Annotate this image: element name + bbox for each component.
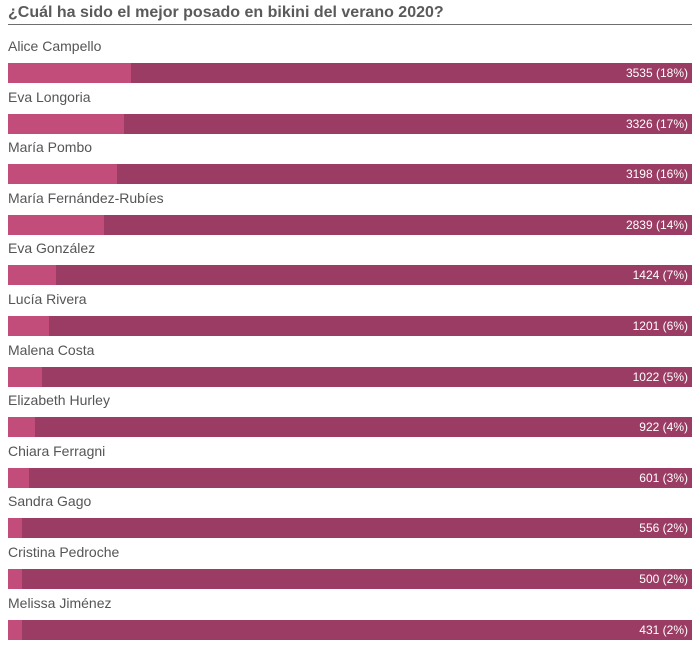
bar-track: 556 (2%) (8, 518, 692, 539)
option-label: Malena Costa (8, 341, 95, 358)
bar-fill (8, 316, 49, 336)
bar-fill (8, 265, 56, 286)
vote-value-label: 1201 (6%) (632, 319, 688, 333)
bar-track: 500 (2%) (8, 569, 692, 589)
poll-row: Alice Campello 3535 (18%) (0, 37, 700, 83)
bar-track: 3326 (17%) (8, 113, 692, 134)
bar-track: 1022 (5%) (8, 366, 692, 387)
option-label: Melissa Jiménez (8, 594, 112, 611)
bar-fill (8, 467, 29, 488)
poll-row: Lucía Rivera 1201 (6%) (0, 290, 700, 336)
poll-row: María Pombo 3198 (16%) (0, 138, 700, 185)
poll-row: Cristina Pedroche 500 (2%) (0, 543, 700, 589)
poll-row: Chiara Ferragni 601 (3%) (0, 442, 700, 488)
poll-title: ¿Cuál ha sido el mejor posado en bikini … (8, 4, 444, 21)
bar-track: 431 (2%) (8, 619, 692, 640)
bar-fill (8, 63, 131, 83)
vote-value-label: 1022 (5%) (632, 369, 688, 384)
poll-row: Melissa Jiménez 431 (2%) (0, 594, 700, 640)
title-divider (8, 24, 692, 25)
poll-row: Malena Costa 1022 (5%) (0, 341, 700, 387)
bar-track: 3198 (16%) (8, 164, 692, 185)
option-label: Lucía Rivera (8, 291, 87, 307)
vote-value-label: 601 (3%) (639, 470, 688, 485)
option-label: Alice Campello (8, 38, 102, 54)
vote-value-label: 556 (2%) (639, 521, 688, 536)
vote-value-label: 2839 (14%) (625, 217, 688, 232)
bar-track: 1424 (7%) (8, 265, 692, 286)
option-label: Sandra Gago (8, 493, 92, 510)
bar-track: 922 (4%) (8, 417, 692, 438)
bar-fill (8, 366, 42, 387)
vote-value-label: 922 (4%) (639, 420, 688, 435)
bar-track: 2839 (14%) (8, 214, 692, 235)
vote-value-label: 3535 (18%) (625, 66, 688, 80)
bar-fill (8, 569, 22, 589)
bar-fill (8, 518, 22, 539)
vote-value-label: 3326 (17%) (625, 116, 688, 131)
vote-value-label: 500 (2%) (639, 572, 688, 586)
poll-row: Sandra Gago 556 (2%) (0, 492, 700, 539)
bar-track: 3535 (18%) (8, 63, 692, 83)
option-label: Eva González (8, 240, 96, 257)
option-label: Chiara Ferragni (8, 442, 106, 459)
bar-fill (8, 619, 22, 640)
vote-value-label: 3198 (16%) (625, 167, 688, 182)
vote-value-label: 1424 (7%) (632, 268, 688, 283)
poll-row: Elizabeth Hurley 922 (4%) (0, 391, 700, 438)
bar-fill (8, 417, 35, 438)
option-label: Elizabeth Hurley (8, 392, 110, 409)
poll-row: Eva González 1424 (7%) (0, 239, 700, 286)
option-label: Cristina Pedroche (8, 544, 120, 560)
vote-value-label: 431 (2%) (639, 622, 688, 637)
poll-row: Eva Longoria 3326 (17%) (0, 88, 700, 134)
poll-row: María Fernández-Rubíes 2839 (14%) (0, 189, 700, 235)
option-label: María Fernández-Rubíes (8, 189, 164, 206)
bar-fill (8, 164, 117, 185)
bar-fill (8, 113, 124, 134)
bar-fill (8, 214, 104, 235)
option-label: Eva Longoria (8, 88, 91, 105)
bar-track: 1201 (6%) (8, 316, 692, 336)
option-label: María Pombo (8, 139, 93, 156)
bar-track: 601 (3%) (8, 467, 692, 488)
